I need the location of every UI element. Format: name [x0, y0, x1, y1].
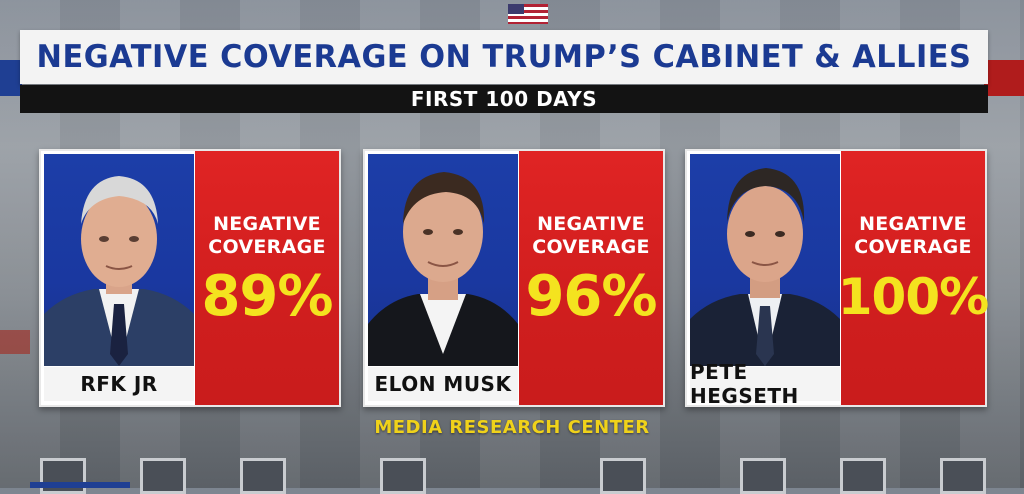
stat-label-line1: NEGATIVE	[537, 213, 645, 235]
portrait-musk-icon	[368, 172, 518, 366]
portrait-photo	[690, 154, 840, 366]
stat-value: 96%	[525, 264, 657, 329]
person-name: ELON MUSK	[374, 372, 512, 396]
stat-panel: NEGATIVE COVERAGE 96%	[519, 151, 663, 405]
card-name-plate: RFK JR	[44, 367, 194, 401]
card-elon-musk: ELON MUSK NEGATIVE COVERAGE 96%	[363, 149, 665, 407]
portrait-hegseth-icon	[690, 168, 840, 366]
stat-label-line1: NEGATIVE	[213, 213, 321, 235]
page-title: NEGATIVE COVERAGE ON TRUMP’S CABINET & A…	[36, 39, 972, 75]
footer-strip	[30, 482, 130, 488]
background-red-stripe-lower	[0, 330, 30, 354]
stat-panel: NEGATIVE COVERAGE 89%	[195, 151, 339, 405]
stat-label-line2: COVERAGE	[854, 236, 972, 258]
stat-panel: NEGATIVE COVERAGE 100%	[837, 151, 989, 405]
source-caption: MEDIA RESEARCH CENTER	[0, 417, 1024, 438]
stat-label-line2: COVERAGE	[532, 236, 650, 258]
stat-label: NEGATIVE COVERAGE	[532, 213, 650, 259]
background-blue-stripe	[0, 60, 22, 96]
portrait-rfk-icon	[44, 176, 194, 366]
stat-value: 89%	[201, 264, 333, 329]
person-name: RFK JR	[80, 372, 158, 396]
stat-label-line1: NEGATIVE	[859, 213, 967, 235]
portrait-photo	[368, 154, 518, 366]
stat-label: NEGATIVE COVERAGE	[854, 213, 972, 259]
page-subtitle: FIRST 100 DAYS	[410, 87, 598, 111]
us-flag-icon	[508, 4, 548, 24]
card-name-plate: ELON MUSK	[368, 367, 518, 401]
title-bar: NEGATIVE COVERAGE ON TRUMP’S CABINET & A…	[20, 30, 988, 84]
card-name-plate: PETE HEGSETH	[690, 360, 840, 408]
subtitle-bar: FIRST 100 DAYS	[20, 85, 988, 113]
stat-label: NEGATIVE COVERAGE	[208, 213, 326, 259]
person-name: PETE HEGSETH	[690, 360, 799, 408]
source-text: MEDIA RESEARCH CENTER	[374, 417, 650, 438]
card-pete-hegseth: PETE HEGSETH NEGATIVE COVERAGE 100%	[685, 149, 989, 408]
background-red-stripe	[984, 60, 1024, 96]
stat-label-line2: COVERAGE	[208, 236, 326, 258]
stat-value: 100%	[837, 268, 989, 326]
portrait-photo	[44, 154, 194, 366]
card-rfk-jr: RFK JR NEGATIVE COVERAGE 89%	[39, 149, 341, 407]
